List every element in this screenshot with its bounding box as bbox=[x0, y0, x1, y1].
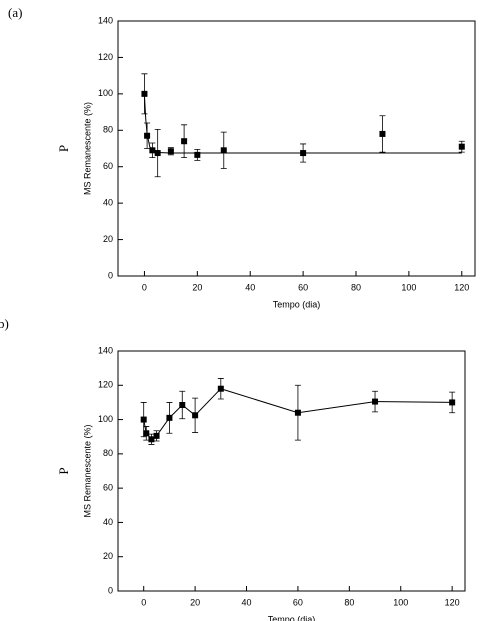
y-tick-label: 20 bbox=[103, 551, 113, 561]
y-tick-label: 80 bbox=[103, 125, 113, 135]
x-tick-label: 60 bbox=[293, 597, 303, 607]
x-tick-label: 100 bbox=[401, 282, 416, 292]
y-tick-label: 60 bbox=[103, 161, 113, 171]
x-tick-label: 0 bbox=[142, 282, 147, 292]
y-axis-label: MS Remanescente (%) bbox=[82, 424, 92, 517]
y-tick-label: 100 bbox=[98, 88, 113, 98]
marker bbox=[148, 436, 155, 443]
marker bbox=[379, 130, 386, 137]
x-tick-label: 40 bbox=[245, 282, 255, 292]
y-tick-label: 140 bbox=[98, 345, 113, 355]
plot-frame bbox=[117, 350, 466, 592]
x-tick-label: 80 bbox=[351, 282, 361, 292]
panel-label: (a) bbox=[8, 5, 22, 20]
marker bbox=[154, 150, 161, 157]
y-tick-label: 0 bbox=[108, 270, 113, 280]
side-label: P bbox=[56, 145, 71, 152]
y-tick-label: 60 bbox=[103, 483, 113, 493]
marker bbox=[217, 385, 224, 392]
plot-frame bbox=[117, 20, 476, 277]
marker bbox=[143, 430, 150, 437]
series-line bbox=[143, 95, 462, 154]
marker bbox=[458, 143, 465, 150]
y-tick-label: 100 bbox=[98, 414, 113, 424]
marker bbox=[449, 399, 456, 406]
x-tick-label: 20 bbox=[192, 282, 202, 292]
marker bbox=[294, 409, 301, 416]
x-axis-label: Tempo (dia) bbox=[273, 299, 321, 309]
y-tick-label: 40 bbox=[103, 517, 113, 527]
x-tick-label: 60 bbox=[298, 282, 308, 292]
marker bbox=[140, 416, 147, 423]
marker bbox=[220, 147, 227, 154]
y-tick-label: 140 bbox=[98, 15, 113, 25]
y-tick-label: 0 bbox=[108, 585, 113, 595]
marker bbox=[194, 151, 201, 158]
y-axis-label: MS Remanescente (%) bbox=[82, 102, 92, 195]
marker bbox=[192, 412, 199, 419]
marker bbox=[372, 398, 379, 405]
x-tick-label: 0 bbox=[141, 597, 146, 607]
marker bbox=[179, 402, 186, 408]
x-tick-label: 20 bbox=[190, 597, 200, 607]
side-label: P bbox=[56, 467, 71, 474]
x-tick-label: 120 bbox=[445, 597, 460, 607]
y-tick-label: 80 bbox=[103, 448, 113, 458]
y-tick-label: 120 bbox=[98, 380, 113, 390]
panel-label: b) bbox=[0, 316, 9, 331]
y-tick-label: 20 bbox=[103, 234, 113, 244]
x-axis-label: Tempo (dia) bbox=[268, 614, 316, 621]
marker bbox=[141, 90, 148, 97]
x-tick-label: 120 bbox=[454, 282, 469, 292]
y-tick-label: 40 bbox=[103, 198, 113, 208]
marker bbox=[167, 148, 174, 155]
y-tick-label: 120 bbox=[98, 52, 113, 62]
marker bbox=[153, 432, 160, 439]
marker bbox=[181, 138, 188, 145]
marker bbox=[166, 414, 173, 421]
x-tick-label: 80 bbox=[344, 597, 354, 607]
x-tick-label: 100 bbox=[393, 597, 408, 607]
x-tick-label: 40 bbox=[242, 597, 252, 607]
